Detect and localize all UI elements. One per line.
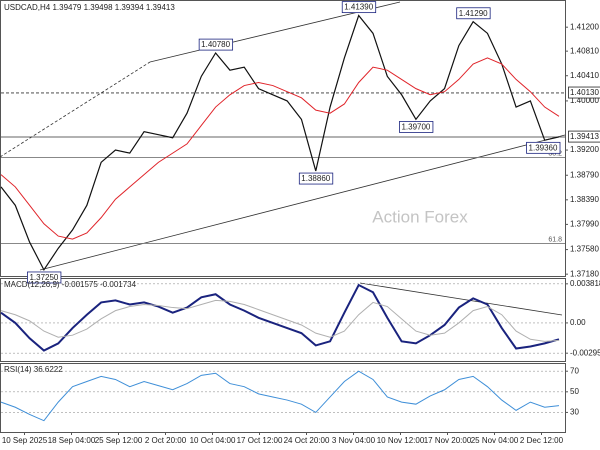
x-tick-label: 10 Sep 2025 [2,436,48,445]
label-box [27,271,62,284]
y-tick-label: 1.40810 [570,46,599,55]
price-annotation: 1.41390 [344,3,373,12]
x-tick-label: 25 Sep 12:00 [95,436,143,445]
price-annotation: 1.40780 [201,40,230,49]
y-tick-label: 1.39200 [570,145,599,154]
price-annotation: 1.39700 [401,122,430,131]
panel-title: USDCAD,H4 1.39479 1.39498 1.39394 1.3941… [4,3,175,12]
label-box [568,130,600,143]
y-tick-label: 1.38790 [570,170,599,179]
label-box [298,172,334,185]
y-tick-label: 1.40000 [570,96,599,105]
fib-label: 61.8 [548,236,562,243]
y-tick-label: 0.003818 [570,279,600,288]
y-tick-label: 0.00 [570,318,586,327]
watermark: Action Forex [372,207,468,226]
price-annotation: 1.39360 [529,143,558,152]
series-line [0,283,560,352]
macd-trendline [359,282,563,316]
y-tick-label: 1.37180 [570,269,599,278]
series-line [0,14,560,272]
y-tick-label: 50 [570,387,579,396]
x-tick-label: 17 Oct 12:00 [237,436,283,445]
y-tick-label: 70 [570,366,579,375]
y-tick-label: 1.38390 [570,195,599,204]
panel-title: RSI(14) 36.6222 [4,365,63,374]
x-tick-label: 18 Sep 04:00 [48,436,96,445]
panel-title: MACD(12,26,9) -0.001575 -0.001734 [4,280,137,289]
macd-panel [0,278,566,362]
price-panel [0,0,566,277]
x-tick-label: 10 Nov 12:00 [377,436,425,445]
channel-extension [0,61,151,158]
y-tick-label: 1.37580 [570,245,599,254]
price-annotation: 1.37250 [29,273,58,282]
series-line [0,57,560,240]
level-label: 1.39413 [570,132,599,141]
y-tick-label: -0.002957 [570,348,600,357]
label-box [198,38,234,51]
series-line [0,299,560,342]
x-tick-label: 25 Nov 04:00 [471,436,519,445]
x-tick-label: 10 Oct 04:00 [190,436,236,445]
label-box [526,141,561,154]
y-tick-label: 30 [570,408,579,417]
label-box [399,121,434,133]
level-label: 1.40130 [570,88,599,97]
y-tick-label: 1.40410 [570,71,599,80]
y-tick-label: 1.37990 [570,220,599,229]
fib-label: 38.2 [548,150,562,157]
label-box [568,86,600,99]
price-annotation: 1.41290 [459,9,488,18]
series-line [0,370,560,422]
y-tick-label: 1.41200 [570,22,599,31]
price-annotation: 1.38860 [301,174,330,183]
rsi-panel [0,363,566,433]
x-tick-label: 3 Nov 04:00 [332,436,376,445]
label-box [456,7,491,20]
x-tick-label: 2 Dec 12:00 [520,436,564,445]
x-tick-label: 17 Nov 20:00 [424,436,472,445]
x-tick-label: 24 Oct 20:00 [284,436,330,445]
x-tick-label: 2 Oct 20:00 [145,436,187,445]
label-box [341,1,377,14]
